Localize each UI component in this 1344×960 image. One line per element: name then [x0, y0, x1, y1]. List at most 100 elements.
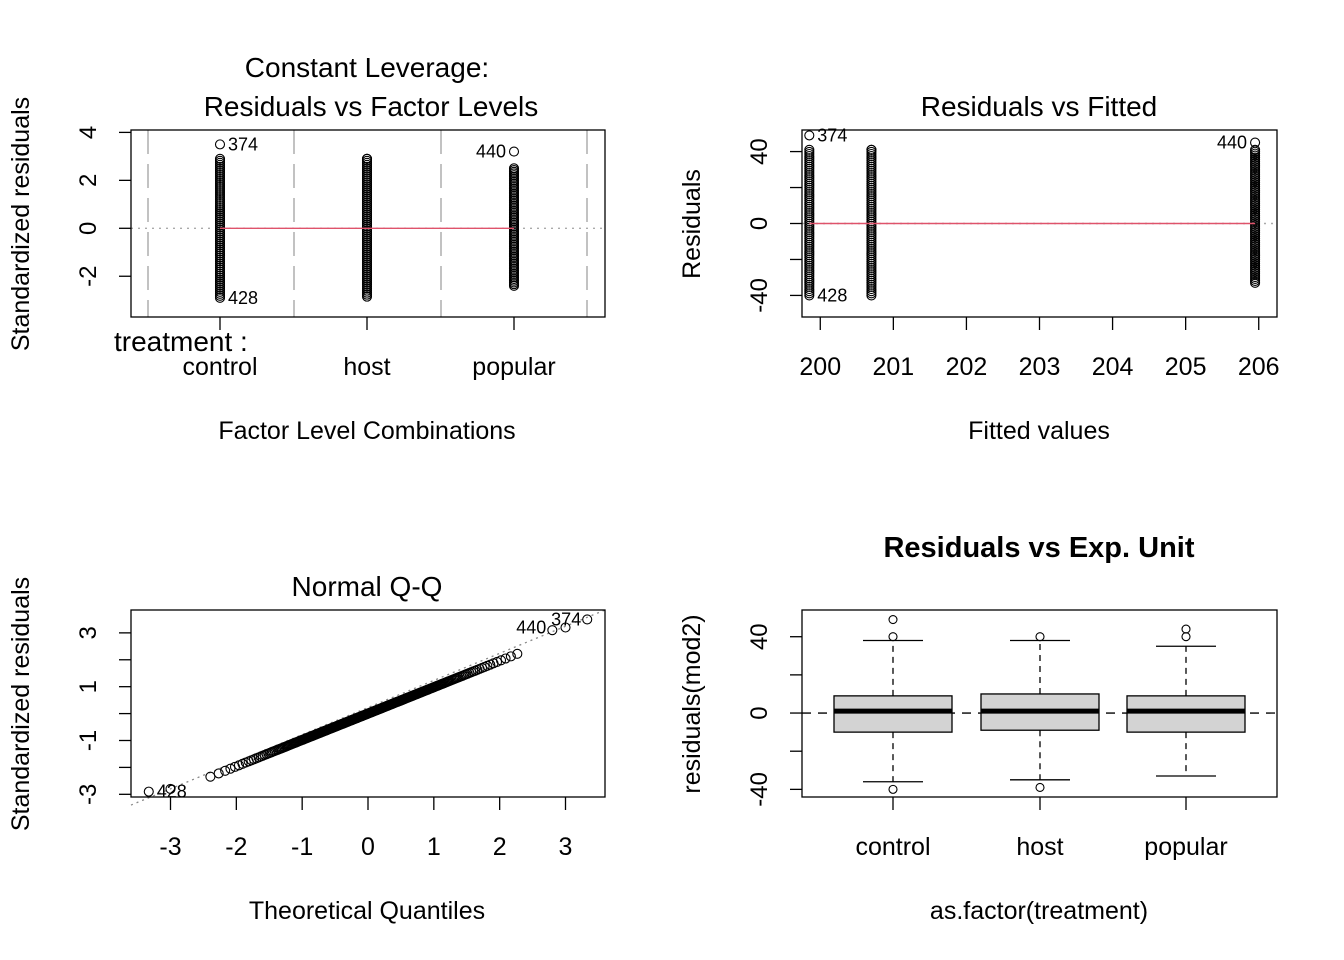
- panel4-box-control: [833, 695, 953, 733]
- panel1-title-line2: Residuals vs Factor Levels: [204, 91, 539, 122]
- panel1-category-label: popular: [472, 353, 555, 381]
- panel3-qq-point: [213, 768, 224, 779]
- panel2-point: [804, 144, 815, 155]
- panel4-outlier: [1181, 624, 1191, 634]
- panel3-point-label: 440: [516, 617, 546, 637]
- panel3-y-tick-label: -3: [75, 784, 102, 805]
- panel3-x-tick-label: 1: [427, 833, 441, 861]
- panel3-qq-point: [205, 771, 216, 782]
- panel1-y-tick-label: 2: [75, 174, 102, 187]
- panel2-x-tick-label: 201: [872, 353, 914, 381]
- panel3-x-tick-label: 0: [361, 833, 375, 861]
- panel3-x-tick-label: -1: [291, 833, 313, 861]
- panel3-y-label: Standardized residuals: [7, 577, 35, 831]
- panel4-y-tick-label: 40: [746, 623, 773, 650]
- panel3-x-tick-label: -3: [159, 833, 181, 861]
- panel3-qq-point: [220, 765, 231, 776]
- panel2-point-label: 440: [1217, 133, 1247, 153]
- panel1-point-control: [214, 153, 226, 164]
- panel1-category-label: host: [343, 353, 390, 381]
- panel2-y-tick-label: 40: [746, 138, 773, 165]
- panel4-y-label: residuals(mod2): [678, 614, 706, 793]
- panel-residuals-vs-exp-unit: Residuals vs Exp. Unit control host popula…: [678, 532, 1278, 925]
- panel3-point-label: 428: [157, 782, 187, 802]
- panel4-x-label: as.factor(treatment): [930, 897, 1148, 925]
- panel4-plot-area: control host popular -40 0 40: [746, 614, 1277, 861]
- panel1-factor-label: treatment :: [114, 326, 248, 357]
- panel3-qq-point: [582, 614, 593, 625]
- panel1-frame: [130, 129, 606, 318]
- panel3-frame: [130, 609, 606, 798]
- panel2-x-tick-label: 205: [1165, 353, 1207, 381]
- panel1-point-control: [214, 139, 226, 150]
- panel1-y-tick-label: 0: [75, 222, 102, 235]
- panel3-qq-point: [225, 763, 236, 774]
- panel2-x-tick-label: 203: [1019, 353, 1061, 381]
- panel2-x-tick-label: 202: [946, 353, 988, 381]
- panel4-frame: [801, 609, 1278, 798]
- panel2-y-label: Residuals: [678, 169, 706, 279]
- panel3-qq-point: [505, 651, 516, 662]
- panel3-y-tick-label: 1: [75, 680, 102, 693]
- panel2-point-label: 374: [817, 125, 847, 145]
- panel1-plot-area: 374 428 440 -2 0 2 4 control host popular: [75, 126, 605, 381]
- panel3-qq-point: [165, 783, 176, 794]
- panel-residuals-vs-fitted: Residuals vs Fitted 374 428 440 200 201 202 20…: [678, 91, 1280, 445]
- panel1-point-popular: [508, 163, 520, 174]
- panel-residuals-vs-factor-levels: Constant Leverage: Residuals vs Factor L…: [7, 52, 606, 445]
- panel3-x-label: Theoretical Quantiles: [249, 897, 485, 925]
- panel3-qq-point: [547, 625, 558, 636]
- panel3-title: Normal Q-Q: [292, 571, 443, 602]
- panel2-title: Residuals vs Fitted: [921, 91, 1158, 122]
- panel4-outlier: [1181, 632, 1191, 642]
- panel2-point: [804, 130, 815, 141]
- panel1-point-host: [361, 153, 373, 164]
- panel4-category-label: host: [1016, 833, 1063, 861]
- panel4-outlier: [888, 614, 898, 625]
- panel3-qq-point: [560, 622, 571, 633]
- panel4-title: Residuals vs Exp. Unit: [883, 532, 1194, 564]
- panel3-qq-line: [130, 609, 606, 806]
- panel3-y-tick-label: -1: [75, 730, 102, 751]
- panel4-category-label: popular: [1144, 833, 1227, 861]
- panel2-x-tick-label: 206: [1238, 353, 1280, 381]
- panel1-point-popular: [508, 146, 520, 157]
- panel4-outlier: [888, 784, 898, 794]
- panel2-point: [866, 144, 877, 155]
- panel2-point-label: 428: [817, 285, 847, 305]
- panel2-x-label: Fitted values: [968, 417, 1110, 445]
- panel2-x-tick-label: 204: [1092, 353, 1134, 381]
- panel4-y-tick-label: -40: [746, 772, 773, 807]
- panel3-point-label: 374: [551, 609, 581, 629]
- panel4-outlier: [888, 632, 898, 642]
- panel2-plot-area: 374 428 440 200 201 202 203 204 205 206 -40 0 40: [746, 125, 1280, 381]
- panel2-y-tick-label: 0: [746, 217, 773, 230]
- panel2-y-tick-label: -40: [746, 278, 773, 313]
- panel4-y-tick-label: 0: [746, 706, 773, 719]
- panel1-y-tick-label: 4: [75, 126, 102, 139]
- panel3-y-tick-label: 3: [75, 626, 102, 639]
- panel1-y-tick-label: -2: [75, 266, 102, 287]
- panel3-qq-point: [512, 648, 523, 659]
- panel1-point-label: 440: [476, 142, 506, 162]
- panel3-qq-point: [143, 786, 154, 797]
- panel4-outlier: [1035, 782, 1045, 793]
- panel3-x-tick-label: 2: [493, 833, 507, 861]
- panel2-point: [1250, 144, 1261, 155]
- panel1-title-line1: Constant Leverage:: [245, 52, 489, 83]
- panel3-x-tick-label: -2: [225, 833, 247, 861]
- panel3-x-tick-label: 3: [559, 833, 573, 861]
- panel4-outlier: [1035, 632, 1045, 642]
- panel3-qq-point: [500, 653, 511, 664]
- panel4-category-label: control: [855, 833, 930, 861]
- panel3-qq-point: [495, 655, 507, 666]
- panel4-box-popular: [1126, 695, 1246, 733]
- panel1-x-label: Factor Level Combinations: [218, 417, 515, 445]
- panel1-point-label: 428: [228, 288, 258, 308]
- panel1-y-label: Standardized residuals: [7, 97, 35, 351]
- panel2-x-tick-label: 200: [799, 353, 841, 381]
- panel1-point-label: 374: [228, 134, 258, 154]
